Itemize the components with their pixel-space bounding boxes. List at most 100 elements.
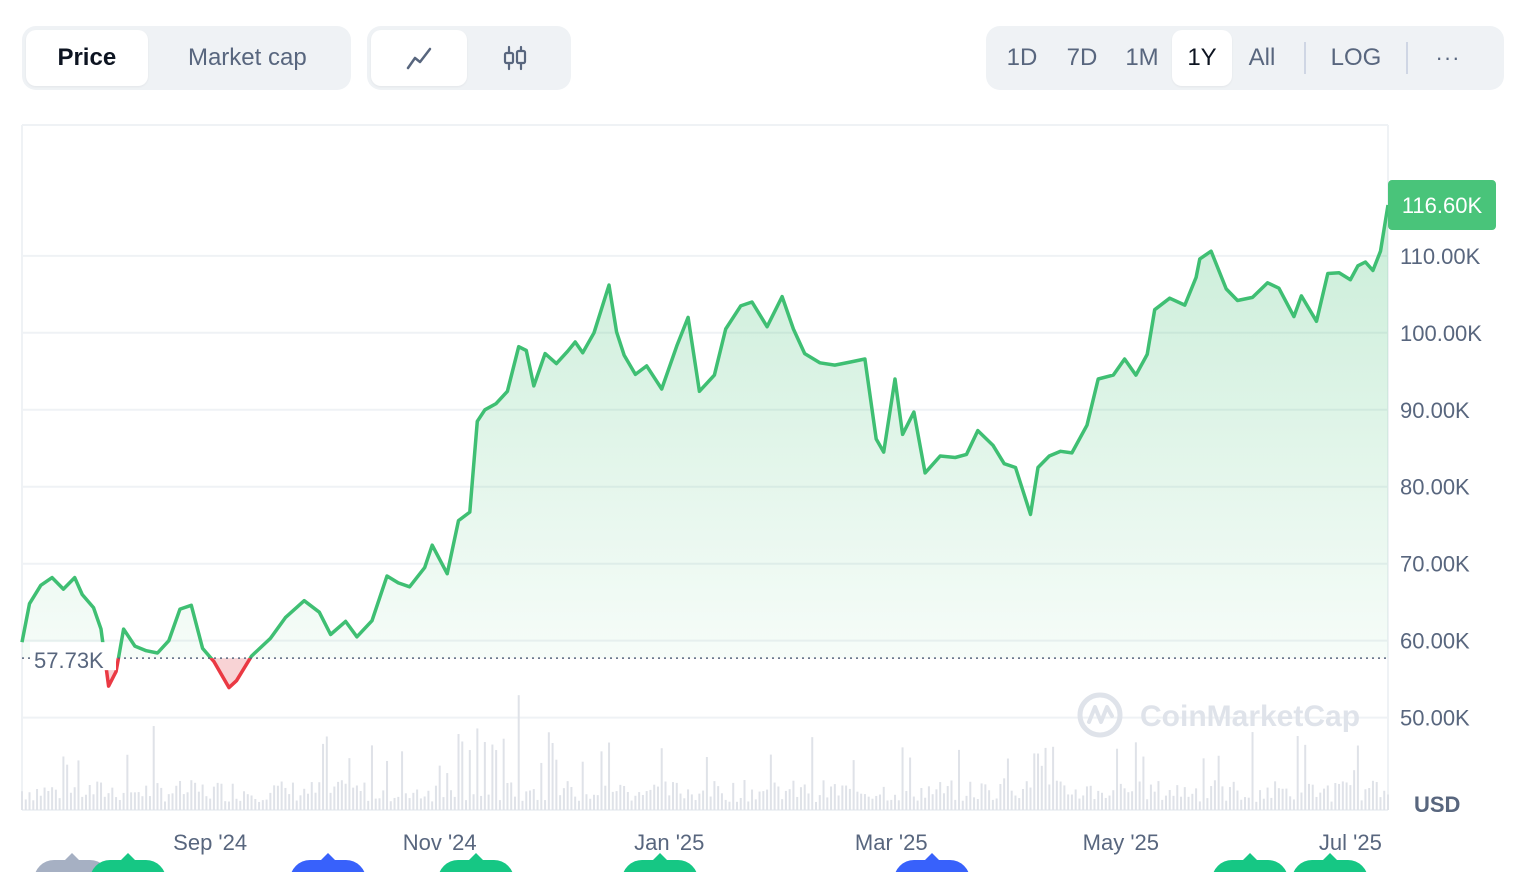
y-axis: 50.00K 60.00K 70.00K 80.00K 90.00K 100.00K 110… (1400, 244, 1482, 817)
range-7d-tab[interactable]: 7D (1066, 44, 1098, 71)
volume-bar (1292, 799, 1295, 810)
reference-price-line: 57.73K (22, 642, 1388, 673)
volume-bar (1025, 781, 1028, 810)
volume-bar (1364, 789, 1367, 810)
volume-bar (273, 785, 276, 810)
volume-bar (306, 793, 309, 810)
volume-bar (227, 801, 230, 810)
volume-bar (1074, 789, 1077, 810)
volume-bar (792, 780, 795, 810)
volume-bar (224, 801, 227, 810)
more-options-button[interactable]: ··· (1435, 45, 1461, 70)
volume-bar (976, 799, 979, 810)
volume-bar (1082, 795, 1085, 810)
log-scale-toggle[interactable]: LOG (1330, 44, 1382, 71)
price-line-down (103, 658, 253, 690)
volume-bar (562, 788, 565, 810)
volume-bar (344, 783, 347, 810)
volume-bar (24, 799, 27, 810)
range-1m-tab[interactable]: 1M (1125, 44, 1159, 71)
volume-bar (1191, 793, 1194, 810)
volume-bar (841, 785, 844, 810)
volume-bar (337, 781, 340, 810)
range-1d-tab[interactable]: 1D (1006, 44, 1038, 71)
volume-bar (111, 787, 114, 810)
volume-bar (1255, 801, 1258, 810)
volume-bar (258, 801, 261, 810)
volume-bar (401, 751, 404, 810)
volume-bar (73, 787, 76, 810)
candlestick-button[interactable] (467, 30, 563, 86)
volume-bar (21, 791, 23, 810)
range-all-tab[interactable]: All (1248, 44, 1276, 71)
volume-bar (732, 782, 735, 810)
volume-bar (630, 800, 633, 810)
volume-bar (163, 801, 166, 810)
volume-bar (1206, 798, 1209, 810)
volume-bar (495, 750, 498, 810)
volume-bar (363, 782, 366, 810)
line-chart-button[interactable] (371, 30, 467, 86)
volume-bar (720, 793, 723, 810)
volume-bar (408, 798, 411, 810)
volume-bar (924, 797, 927, 810)
volume-bar (434, 785, 437, 810)
divider (1304, 42, 1306, 74)
volume-bar (540, 762, 543, 810)
volume-bar (100, 782, 103, 810)
volume-bar (314, 792, 317, 810)
volume-bar (555, 759, 558, 810)
market-cap-tab[interactable]: Market cap (187, 44, 307, 71)
volume-bar (777, 786, 780, 810)
volume-bar (754, 799, 757, 810)
volume-bar (724, 799, 727, 810)
volume-bar (322, 743, 325, 810)
volume-bar (577, 800, 580, 810)
volume-bar (1078, 798, 1081, 810)
range-1y-tab[interactable]: 1Y (1172, 30, 1232, 86)
volume-bar (1262, 798, 1265, 810)
event-marker (895, 860, 969, 872)
volume-bar (160, 787, 163, 810)
volume-bar (209, 798, 212, 810)
volume-bar (212, 786, 215, 810)
volume-bar (329, 792, 332, 810)
event-marker-pointer (652, 853, 668, 861)
volume-bar (457, 734, 460, 810)
volume-bar (510, 782, 513, 810)
volume-bar (1070, 794, 1073, 810)
price-line-up (20, 204, 1390, 659)
volume-bar (1131, 791, 1134, 810)
volume-bar (1356, 745, 1359, 810)
volume-bar (431, 801, 434, 810)
volume-bar (1093, 799, 1096, 810)
volume-bar (1149, 784, 1152, 810)
volume-bar (551, 743, 554, 810)
x-tick-label: Mar '25 (855, 830, 928, 855)
volume-bar (58, 798, 61, 810)
volume-bar (284, 787, 287, 810)
volume-bar (717, 786, 720, 810)
volume-bar (641, 794, 644, 810)
volume-bar (1067, 794, 1070, 810)
volume-bar (1063, 785, 1066, 810)
volume-bar (1315, 796, 1318, 810)
volume-bar (1334, 782, 1337, 810)
volume-bar (788, 789, 791, 810)
volume-bar (43, 787, 46, 810)
volume-bar (468, 750, 471, 810)
volume-bar (103, 796, 106, 810)
volume-bar (254, 798, 257, 810)
volume-bar (1270, 797, 1273, 810)
volume-bar (325, 736, 328, 810)
volume-bar (66, 764, 69, 810)
volume-bar (77, 760, 80, 810)
volume-bar (186, 792, 189, 810)
volume-bar (920, 787, 923, 810)
volume-bar (194, 782, 197, 810)
volume-bar (939, 782, 942, 810)
volume-bar (502, 738, 505, 810)
price-tab[interactable]: Price (26, 30, 148, 86)
volume-bar (747, 801, 750, 810)
